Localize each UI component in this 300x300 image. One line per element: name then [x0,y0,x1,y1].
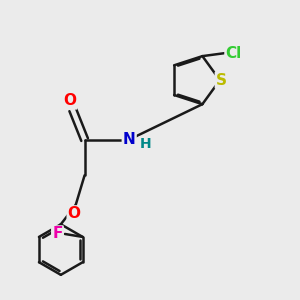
Text: N: N [123,132,136,147]
Text: O: O [68,206,81,221]
Text: O: O [63,94,76,109]
Text: S: S [216,73,227,88]
Text: Cl: Cl [226,46,242,61]
Text: H: H [140,137,152,151]
Text: F: F [52,226,63,242]
